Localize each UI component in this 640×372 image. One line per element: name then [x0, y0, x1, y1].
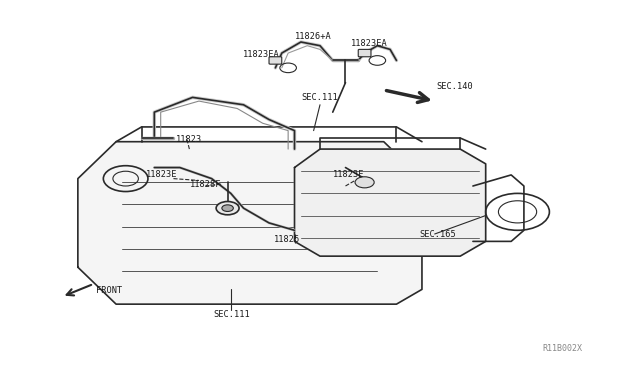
Text: 11823: 11823: [176, 135, 202, 144]
Text: SEC.165: SEC.165: [419, 230, 456, 239]
Text: 11826: 11826: [274, 235, 300, 244]
Text: R11B002X: R11B002X: [542, 344, 582, 353]
Text: SEC.111: SEC.111: [301, 93, 339, 102]
Polygon shape: [294, 149, 486, 256]
Text: 11828F: 11828F: [189, 180, 221, 189]
Circle shape: [355, 177, 374, 188]
Text: 11823E: 11823E: [146, 170, 178, 179]
FancyBboxPatch shape: [269, 57, 282, 64]
FancyBboxPatch shape: [358, 49, 371, 57]
Circle shape: [222, 205, 234, 211]
Text: 11823EA: 11823EA: [351, 39, 388, 48]
Circle shape: [216, 202, 239, 215]
Text: 11823E: 11823E: [333, 170, 364, 179]
Text: SEC.140: SEC.140: [436, 82, 474, 91]
Polygon shape: [78, 142, 422, 304]
Text: FRONT: FRONT: [96, 286, 122, 295]
Text: SEC.111: SEC.111: [214, 310, 250, 319]
Text: 11826+A: 11826+A: [295, 32, 332, 41]
Text: 11823EA: 11823EA: [243, 51, 280, 60]
